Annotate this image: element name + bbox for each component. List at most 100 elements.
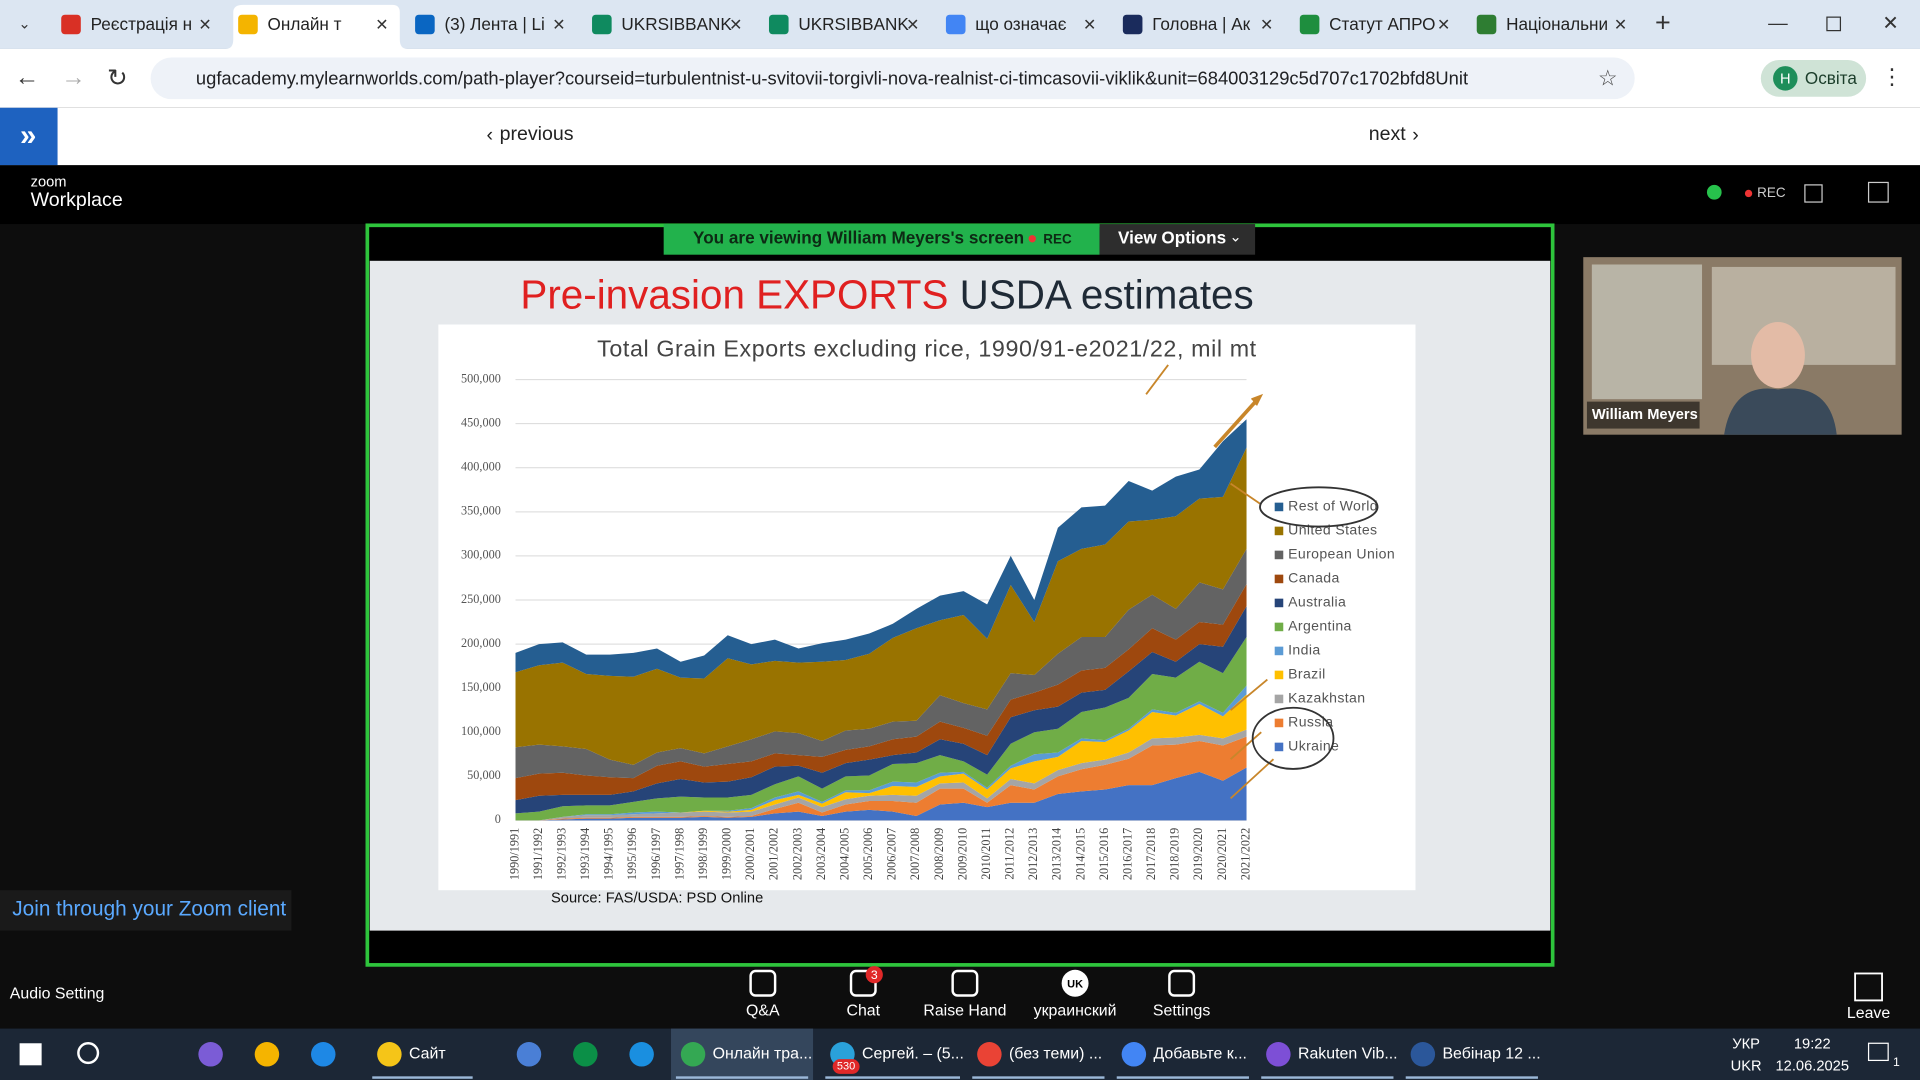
legend-swatch bbox=[1274, 526, 1284, 536]
sidebar-toggle[interactable] bbox=[0, 107, 58, 166]
view-icon[interactable] bbox=[1804, 184, 1823, 203]
annotations bbox=[1145, 364, 1379, 800]
taskbar-app[interactable]: Сайт bbox=[372, 1042, 473, 1079]
view-options-label[interactable]: View Options bbox=[1118, 227, 1226, 247]
x-tick-label: 2017/2018 bbox=[1144, 828, 1158, 880]
toolbar-label[interactable]: Q&A bbox=[746, 1003, 780, 1020]
toolbar-button[interactable]: Raise Hand bbox=[923, 969, 1006, 1020]
y-tick-label: 350,000 bbox=[461, 504, 501, 518]
start-button[interactable] bbox=[19, 1043, 42, 1066]
notifications-icon[interactable] bbox=[1867, 1042, 1889, 1062]
pinned-app[interactable] bbox=[311, 1042, 336, 1067]
url[interactable]: ugfacademy.mylearnworlds.com/path-player… bbox=[196, 67, 1468, 88]
search-button[interactable] bbox=[77, 1042, 100, 1065]
input-language[interactable]: УКР bbox=[1732, 1036, 1760, 1052]
tab[interactable]: (3) Лента | Li ✕ bbox=[415, 14, 566, 35]
close[interactable]: ✕ bbox=[1882, 13, 1898, 35]
minimize[interactable]: — bbox=[1768, 13, 1788, 35]
tab-close[interactable]: ✕ bbox=[1260, 17, 1273, 34]
tab-icon bbox=[1476, 14, 1497, 35]
tab-close[interactable]: ✕ bbox=[1614, 17, 1627, 34]
x-tick-label: 2021/2022 bbox=[1238, 828, 1252, 880]
clock-time[interactable]: 19:22 bbox=[1794, 1036, 1831, 1052]
fullscreen-icon[interactable] bbox=[1867, 181, 1889, 203]
taskbar-app-icon bbox=[1121, 1042, 1147, 1067]
tab[interactable]: Онлайн т ✕ bbox=[225, 4, 408, 49]
x-tick-label: 1990/1991 bbox=[507, 828, 521, 880]
toolbar-label[interactable]: Raise Hand bbox=[923, 1003, 1006, 1020]
pinned-app[interactable] bbox=[198, 1042, 223, 1067]
taskbar-app[interactable]: Онлайн тра... bbox=[671, 1028, 814, 1080]
tab[interactable]: Національни ✕ bbox=[1476, 14, 1627, 35]
input-language-latin[interactable]: UKR bbox=[1731, 1058, 1762, 1074]
tab-close[interactable]: ✕ bbox=[906, 17, 919, 34]
legend-swatch bbox=[1274, 670, 1284, 680]
pinned-app[interactable] bbox=[254, 1042, 280, 1067]
tab-close[interactable]: ✕ bbox=[198, 17, 211, 34]
bookmark[interactable]: ☆ bbox=[1598, 65, 1618, 90]
taskbar-app[interactable]: Вебінар 12 ... bbox=[1405, 1042, 1541, 1079]
tab-icon bbox=[1299, 14, 1320, 35]
taskbar-app[interactable]: Rakuten Vib... bbox=[1261, 1042, 1398, 1079]
tab-icon bbox=[61, 14, 81, 35]
tab[interactable]: що означає ✕ bbox=[945, 14, 1096, 35]
tab[interactable]: Статут АПРО ✕ bbox=[1299, 14, 1450, 35]
tab[interactable]: UKRSIBBANK✕ bbox=[592, 14, 743, 35]
toolbar-button[interactable]: UK украинский bbox=[1034, 969, 1117, 1020]
area bbox=[515, 637, 1247, 821]
tab-close[interactable]: ✕ bbox=[552, 17, 565, 34]
toolbar-label[interactable]: украинский bbox=[1034, 1003, 1117, 1020]
previous-button[interactable]: previous bbox=[500, 123, 574, 145]
toolbar-label[interactable]: Settings bbox=[1153, 1003, 1211, 1020]
taskbar-app-icon bbox=[1410, 1042, 1436, 1067]
tab[interactable]: Реєстрація н ✕ bbox=[61, 14, 212, 35]
leave-label[interactable]: Leave bbox=[1847, 1005, 1890, 1022]
x-tick-label: 2011/2012 bbox=[1003, 828, 1017, 880]
maximize[interactable] bbox=[1826, 16, 1842, 32]
pinned-app[interactable] bbox=[629, 1042, 654, 1067]
tab-close[interactable]: ✕ bbox=[1083, 17, 1096, 34]
leave[interactable]: Leave bbox=[1847, 972, 1890, 1022]
video-body bbox=[1724, 388, 1837, 435]
x-tick-label: 2012/2013 bbox=[1026, 828, 1040, 880]
forward-button[interactable]: → bbox=[61, 64, 85, 91]
new-tab[interactable]: + bbox=[1655, 8, 1671, 38]
x-tick-label: 1992/1993 bbox=[554, 828, 568, 880]
audio-setting[interactable]: Audio Setting bbox=[10, 985, 105, 1002]
x-tick-label: 2006/2007 bbox=[885, 828, 899, 880]
toolbar-button[interactable]: Q&A bbox=[746, 969, 780, 1020]
tab-close[interactable]: ✕ bbox=[729, 17, 742, 34]
tab-search[interactable]: ⌄ bbox=[18, 16, 30, 32]
menu[interactable]: ⋮ bbox=[1881, 64, 1903, 89]
toolbar-label[interactable]: Chat bbox=[846, 1003, 880, 1020]
pinned-app[interactable] bbox=[516, 1042, 542, 1067]
pinned-app[interactable] bbox=[573, 1042, 598, 1067]
toolbar-button[interactable]: Chat bbox=[846, 969, 881, 1020]
view-options[interactable] bbox=[1099, 224, 1256, 255]
back-button[interactable]: ← bbox=[15, 64, 39, 91]
taskbar-badge: 530 bbox=[837, 1060, 855, 1072]
x-tick-label: 1991/1992 bbox=[531, 828, 545, 880]
taskbar-app-label: Rakuten Vib... bbox=[1298, 1045, 1398, 1062]
toolbar-button[interactable]: Settings bbox=[1153, 969, 1211, 1020]
tab[interactable]: Головна | Ак ✕ bbox=[1122, 14, 1273, 35]
taskbar-app[interactable]: Добавьте к... bbox=[1116, 1042, 1249, 1079]
x-tick-label: 2014/2015 bbox=[1073, 828, 1087, 880]
tab-close[interactable]: ✕ bbox=[375, 17, 388, 34]
tab-close[interactable]: ✕ bbox=[1437, 17, 1450, 34]
legend-swatch bbox=[1274, 694, 1284, 704]
next-button[interactable]: next bbox=[1369, 123, 1407, 145]
clock-date[interactable]: 12.06.2025 bbox=[1775, 1058, 1849, 1074]
address-bar[interactable] bbox=[150, 57, 1635, 100]
legend-label: United States bbox=[1288, 522, 1377, 538]
tab-title: (3) Лента | Li bbox=[444, 14, 544, 34]
reload-button[interactable]: ↻ bbox=[107, 65, 128, 92]
profile-name: Освіта bbox=[1805, 68, 1857, 88]
taskbar-underline bbox=[825, 1076, 960, 1079]
taskbar-app[interactable]: (без теми) ... bbox=[972, 1042, 1105, 1079]
tab[interactable]: UKRSIBBANK✕ bbox=[768, 14, 919, 35]
video-background-map bbox=[1591, 264, 1703, 400]
next-arrow: › bbox=[1412, 124, 1419, 146]
taskbar-app-label: Онлайн тра... bbox=[713, 1045, 813, 1062]
join-link[interactable]: Join through your Zoom client bbox=[12, 897, 286, 920]
